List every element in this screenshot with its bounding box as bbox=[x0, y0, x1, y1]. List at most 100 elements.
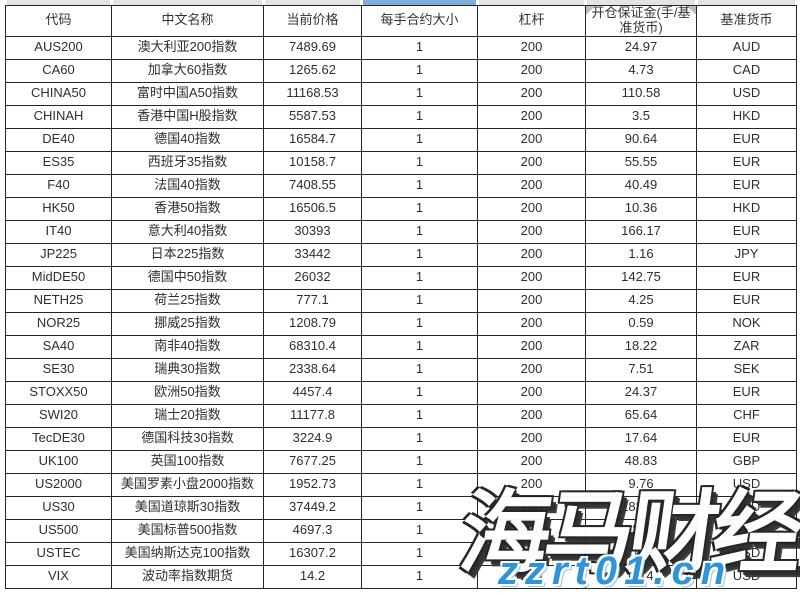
cell-code[interactable]: US500 bbox=[5, 518, 112, 543]
cell-code[interactable]: NETH25 bbox=[5, 288, 112, 313]
cell-contract_size[interactable]: 1 bbox=[361, 288, 478, 313]
cell-code[interactable]: MidDE50 bbox=[5, 265, 112, 290]
cell-margin[interactable]: 1.16 bbox=[585, 242, 697, 267]
cell-currency[interactable]: USD bbox=[696, 518, 797, 543]
cell-code[interactable]: ES35 bbox=[5, 150, 112, 175]
cell-currency[interactable]: EUR bbox=[696, 426, 797, 451]
cell-contract_size[interactable]: 1 bbox=[361, 449, 478, 474]
cell-name[interactable]: 美国罗素小盘2000指数 bbox=[111, 472, 264, 497]
cell-currency[interactable]: EUR bbox=[696, 288, 797, 313]
cell-currency[interactable]: EUR bbox=[696, 150, 797, 175]
cell-code[interactable]: HK50 bbox=[5, 196, 112, 221]
cell-currency[interactable]: USD bbox=[696, 81, 797, 106]
column-header-segment-price[interactable] bbox=[263, 0, 361, 5]
cell-currency[interactable]: HKD bbox=[696, 196, 797, 221]
cell-leverage[interactable]: 200 bbox=[477, 58, 586, 83]
cell-currency[interactable]: SEK bbox=[696, 357, 797, 382]
cell-name[interactable]: 波动率指数期货 bbox=[111, 564, 264, 589]
cell-margin[interactable]: 55.55 bbox=[585, 150, 697, 175]
cell-price[interactable]: 33442 bbox=[263, 242, 362, 267]
cell-price[interactable]: 1208.79 bbox=[263, 311, 362, 336]
cell-margin[interactable]: 142.75 bbox=[585, 265, 697, 290]
cell-margin[interactable]: 48.83 bbox=[585, 449, 697, 474]
cell-contract_size[interactable]: 1 bbox=[361, 35, 478, 60]
cell-price[interactable]: 4457.4 bbox=[263, 380, 362, 405]
cell-currency[interactable]: CHF bbox=[696, 403, 797, 428]
cell-leverage[interactable]: 200 bbox=[477, 541, 586, 566]
cell-leverage[interactable]: 200 bbox=[477, 173, 586, 198]
cell-contract_size[interactable]: 1 bbox=[361, 403, 478, 428]
cell-contract_size[interactable]: 1 bbox=[361, 541, 478, 566]
cell-name[interactable]: 美国道琼斯30指数 bbox=[111, 495, 264, 520]
cell-name[interactable]: 南非40指数 bbox=[111, 334, 264, 359]
cell-margin[interactable]: 3.5 bbox=[585, 104, 697, 129]
column-header-segment-leverage[interactable] bbox=[477, 0, 585, 5]
cell-leverage[interactable]: 200 bbox=[477, 35, 586, 60]
column-header-currency[interactable]: 基准货币 bbox=[696, 5, 797, 37]
cell-margin[interactable]: 23.47 bbox=[585, 518, 697, 543]
cell-margin[interactable]: 17.64 bbox=[585, 426, 697, 451]
cell-leverage[interactable]: 200 bbox=[477, 334, 586, 359]
cell-code[interactable]: TecDE30 bbox=[5, 426, 112, 451]
cell-contract_size[interactable]: 1 bbox=[361, 127, 478, 152]
cell-name[interactable]: 美国纳斯达克100指数 bbox=[111, 541, 264, 566]
cell-leverage[interactable]: 200 bbox=[477, 311, 586, 336]
cell-currency[interactable]: CAD bbox=[696, 58, 797, 83]
cell-contract_size[interactable]: 1 bbox=[361, 426, 478, 451]
cell-name[interactable]: 法国40指数 bbox=[111, 173, 264, 198]
cell-code[interactable]: SWI20 bbox=[5, 403, 112, 428]
cell-contract_size[interactable]: 1 bbox=[361, 495, 478, 520]
cell-price[interactable]: 14.2 bbox=[263, 564, 362, 589]
cell-code[interactable]: F40 bbox=[5, 173, 112, 198]
cell-margin[interactable]: 110.58 bbox=[585, 81, 697, 106]
column-header-contract_size[interactable]: 每手合约大小 bbox=[361, 5, 478, 37]
cell-leverage[interactable]: 200 bbox=[477, 104, 586, 129]
cell-name[interactable]: 瑞士20指数 bbox=[111, 403, 264, 428]
cell-leverage[interactable]: 200 bbox=[477, 518, 586, 543]
cell-currency[interactable]: ZAR bbox=[696, 334, 797, 359]
column-header-segment-name[interactable] bbox=[111, 0, 263, 5]
cell-name[interactable]: 欧洲50指数 bbox=[111, 380, 264, 405]
cell-name[interactable]: 挪威25指数 bbox=[111, 311, 264, 336]
cell-leverage[interactable]: 200 bbox=[477, 564, 586, 589]
cell-contract_size[interactable]: 1 bbox=[361, 564, 478, 589]
cell-margin[interactable]: 7.51 bbox=[585, 357, 697, 382]
cell-leverage[interactable]: 200 bbox=[477, 449, 586, 474]
cell-currency[interactable]: EUR bbox=[696, 380, 797, 405]
cell-code[interactable]: SA40 bbox=[5, 334, 112, 359]
cell-margin[interactable]: 4.25 bbox=[585, 288, 697, 313]
cell-contract_size[interactable]: 1 bbox=[361, 242, 478, 267]
cell-margin[interactable]: 166.17 bbox=[585, 219, 697, 244]
cell-contract_size[interactable]: 1 bbox=[361, 380, 478, 405]
cell-leverage[interactable]: 200 bbox=[477, 150, 586, 175]
cell-name[interactable]: 德国科技30指数 bbox=[111, 426, 264, 451]
cell-price[interactable]: 777.1 bbox=[263, 288, 362, 313]
cell-margin[interactable]: 24.97 bbox=[585, 35, 697, 60]
cell-price[interactable]: 7677.25 bbox=[263, 449, 362, 474]
cell-contract_size[interactable]: 1 bbox=[361, 472, 478, 497]
column-header-segment-margin[interactable] bbox=[585, 0, 696, 5]
cell-name[interactable]: 澳大利亚200指数 bbox=[111, 35, 264, 60]
cell-contract_size[interactable]: 1 bbox=[361, 104, 478, 129]
cell-leverage[interactable]: 200 bbox=[477, 265, 586, 290]
cell-currency[interactable]: GBP bbox=[696, 449, 797, 474]
cell-code[interactable]: US2000 bbox=[5, 472, 112, 497]
cell-code[interactable]: DE40 bbox=[5, 127, 112, 152]
cell-contract_size[interactable]: 1 bbox=[361, 334, 478, 359]
cell-leverage[interactable]: 200 bbox=[477, 127, 586, 152]
cell-price[interactable]: 11168.53 bbox=[263, 81, 362, 106]
cell-price[interactable]: 37449.2 bbox=[263, 495, 362, 520]
cell-leverage[interactable]: 200 bbox=[477, 380, 586, 405]
cell-leverage[interactable]: 200 bbox=[477, 472, 586, 497]
cell-margin[interactable]: 10.36 bbox=[585, 196, 697, 221]
cell-price[interactable]: 3224.9 bbox=[263, 426, 362, 451]
cell-code[interactable]: STOXX50 bbox=[5, 380, 112, 405]
cell-currency[interactable]: USD bbox=[696, 564, 797, 589]
cell-price[interactable]: 1952.73 bbox=[263, 472, 362, 497]
cell-leverage[interactable]: 200 bbox=[477, 426, 586, 451]
cell-code[interactable]: USTEC bbox=[5, 541, 112, 566]
cell-margin[interactable]: 4.73 bbox=[585, 58, 697, 83]
cell-contract_size[interactable]: 1 bbox=[361, 265, 478, 290]
cell-margin[interactable]: 18.22 bbox=[585, 334, 697, 359]
cell-code[interactable]: CHINAH bbox=[5, 104, 112, 129]
